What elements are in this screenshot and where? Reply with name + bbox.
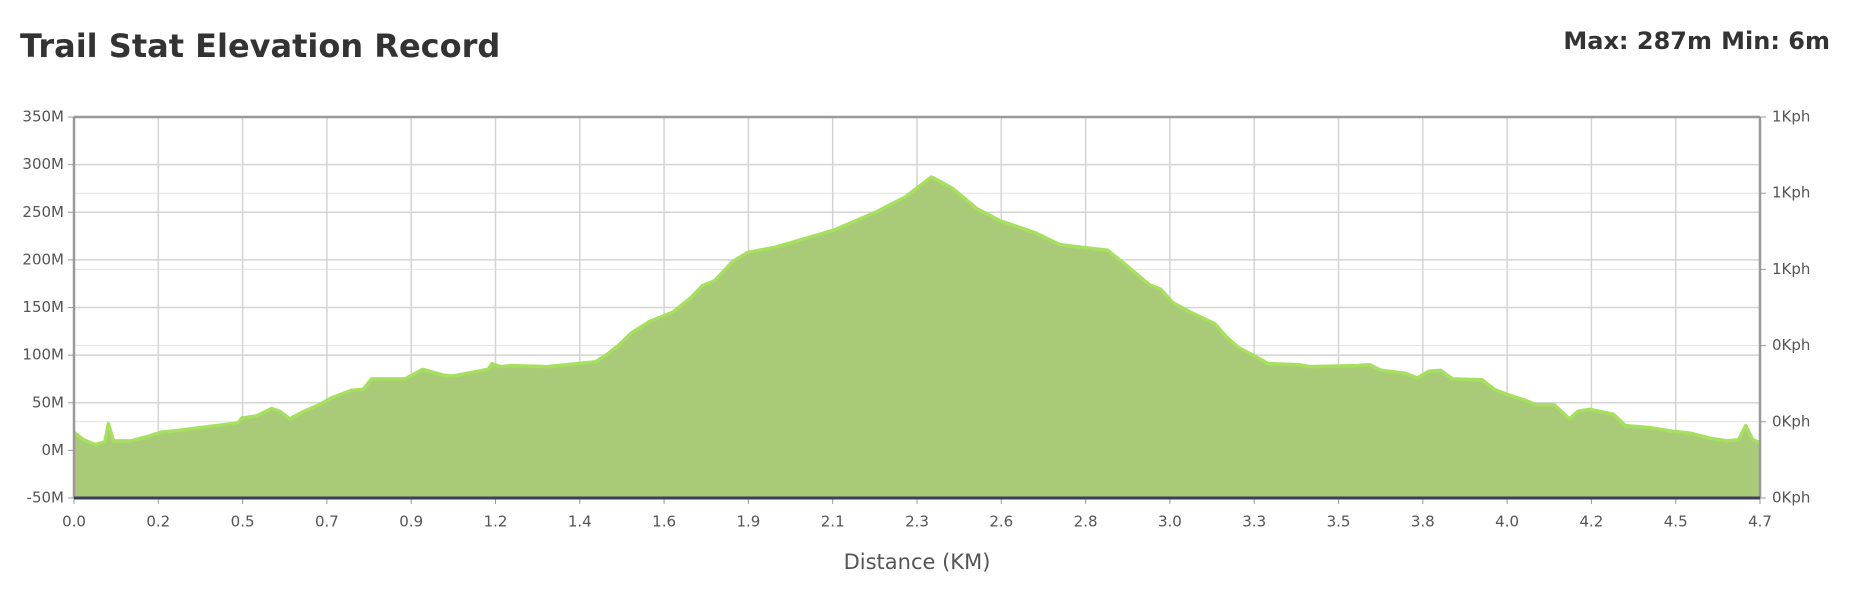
x-tick-label: 1.4: [568, 513, 592, 531]
y2-tick-label: 1Kph: [1772, 108, 1810, 126]
x-tick-label: 4.7: [1748, 513, 1772, 531]
y-tick-label: 250M: [22, 203, 64, 221]
x-tick-label: 2.1: [821, 513, 845, 531]
y-tick-label: 150M: [22, 298, 64, 316]
x-axis-title: Distance (KM): [844, 550, 991, 574]
x-tick-label: 0.5: [231, 513, 255, 531]
x-tick-label: 2.6: [989, 513, 1013, 531]
max-stat: Max: 287m: [1563, 27, 1712, 55]
y-tick-label: 0M: [42, 441, 65, 459]
x-tick-label: 4.5: [1664, 513, 1688, 531]
x-tick-label: 0.2: [146, 513, 170, 531]
y2-tick-label: 1Kph: [1772, 184, 1810, 202]
x-tick-label: 2.8: [1074, 513, 1098, 531]
chart-title: Trail Stat Elevation Record: [20, 27, 500, 65]
x-tick-label: 3.3: [1242, 513, 1266, 531]
x-tick-label: 3.5: [1327, 513, 1351, 531]
min-stat: Min: 6m: [1721, 27, 1830, 55]
x-tick-label: 1.9: [736, 513, 760, 531]
y-tick-label: 300M: [22, 155, 64, 173]
x-tick-label: 3.8: [1411, 513, 1435, 531]
elevation-area: [74, 177, 1760, 498]
x-tick-label: 0.7: [315, 513, 339, 531]
y-tick-label: 100M: [22, 346, 64, 364]
x-tick-label: 0.0: [62, 513, 86, 531]
y2-tick-label: 0Kph: [1772, 336, 1810, 354]
x-tick-label: 3.0: [1158, 513, 1182, 531]
y-tick-label: 350M: [22, 108, 64, 126]
x-tick-label: 2.3: [905, 513, 929, 531]
y-tick-label: 50M: [32, 393, 64, 411]
elevation-line: [72, 175, 1761, 447]
x-tick-label: 1.6: [652, 513, 676, 531]
y-tick-label: 200M: [22, 250, 64, 268]
y2-tick-label: 0Kph: [1772, 412, 1810, 430]
x-tick-label: 0.9: [399, 513, 423, 531]
x-tick-label: 4.0: [1495, 513, 1519, 531]
x-tick-label: 4.2: [1579, 513, 1603, 531]
y2-tick-label: 1Kph: [1772, 260, 1810, 278]
x-tick-label: 1.2: [484, 513, 508, 531]
y-tick-label: -50M: [27, 489, 64, 507]
y2-tick-label: 0Kph: [1772, 489, 1810, 507]
